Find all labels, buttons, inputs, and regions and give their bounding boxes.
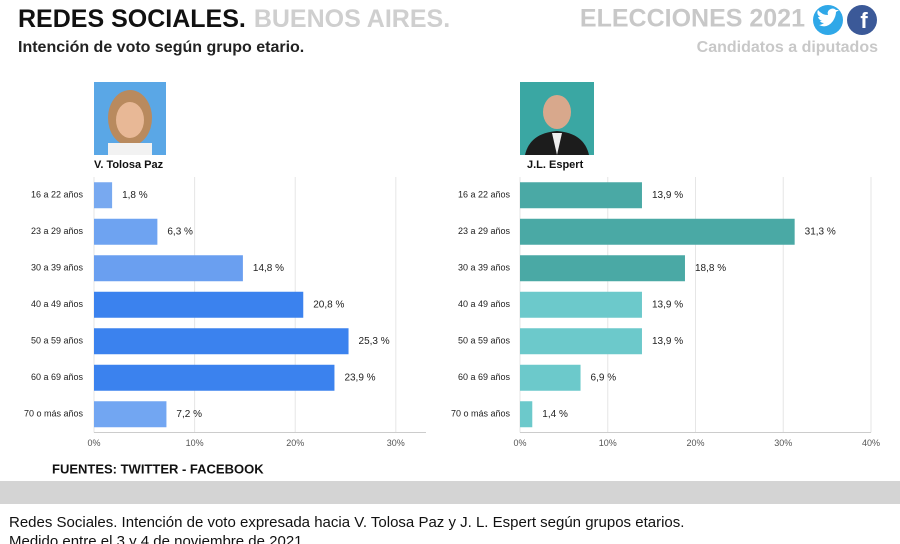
x-tick-label: 0%: [87, 438, 100, 448]
x-tick-label: 10%: [599, 438, 617, 448]
category-label: 70 o más años: [451, 409, 511, 419]
bar: [94, 182, 113, 209]
facebook-icon[interactable]: f: [847, 5, 877, 35]
title: REDES SOCIALES.: [18, 5, 246, 33]
category-label: 16 a 22 años: [31, 190, 84, 200]
bar: [520, 255, 685, 282]
value-label: 20,8 %: [313, 299, 344, 310]
bar: [520, 218, 795, 245]
category-label: 60 a 69 años: [31, 372, 84, 382]
bar: [520, 401, 533, 428]
category-label: 50 a 59 años: [458, 336, 511, 346]
value-label: 13,9 %: [652, 336, 683, 347]
value-label: 25,3 %: [359, 336, 390, 347]
category-label: 50 a 59 años: [31, 336, 84, 346]
candidate-name: V. Tolosa Paz: [94, 159, 164, 171]
caption: Medido entre el 3 y 4 de noviembre de 20…: [9, 533, 307, 544]
bar: [94, 291, 304, 318]
value-label: 13,9 %: [652, 299, 683, 310]
value-label: 18,8 %: [695, 263, 726, 274]
infographic-title: REDES SOCIALES. BUENOS AIRES.: [18, 5, 450, 33]
source: FUENTES: TWITTER - FACEBOOK: [52, 461, 264, 476]
bar: [520, 328, 642, 355]
value-label: 7,2 %: [176, 409, 202, 420]
bar: [520, 182, 642, 209]
value-label: 6,9 %: [591, 372, 617, 383]
svg-text:f: f: [860, 8, 868, 33]
category-label: 40 a 49 años: [458, 299, 511, 309]
value-label: 23,9 %: [344, 372, 375, 383]
bar: [94, 401, 167, 428]
photo: [520, 82, 594, 155]
value-label: 31,3 %: [805, 226, 836, 237]
category-label: 30 a 39 años: [458, 263, 511, 273]
bar: [94, 255, 243, 282]
category-label: 16 a 22 años: [458, 190, 511, 200]
x-tick-label: 20%: [686, 438, 704, 448]
bar: [94, 364, 335, 391]
bar: [94, 218, 158, 245]
photo: [94, 82, 166, 155]
value-label: 1,8 %: [122, 190, 148, 201]
x-tick-label: 40%: [862, 438, 880, 448]
category-label: 70 o más años: [24, 409, 84, 419]
value-label: 1,4 %: [542, 409, 568, 420]
bar: [520, 291, 642, 318]
x-tick-label: 10%: [186, 438, 204, 448]
value-label: 14,8 %: [253, 263, 284, 274]
caption: Redes Sociales. Intención de voto expres…: [9, 514, 684, 531]
x-tick-label: 0%: [513, 438, 526, 448]
x-tick-label: 30%: [774, 438, 792, 448]
candidate-name: J.L. Espert: [527, 159, 584, 171]
note: Candidatos a diputados: [697, 39, 878, 56]
category-label: 40 a 49 años: [31, 299, 84, 309]
value-label: 6,3 %: [167, 226, 193, 237]
twitter-icon[interactable]: [813, 5, 843, 35]
category-label: 23 a 29 años: [458, 226, 511, 236]
subtitle: Intención de voto según grupo etario.: [18, 39, 304, 56]
x-tick-label: 20%: [286, 438, 304, 448]
bar: [520, 364, 581, 391]
region: BUENOS AIRES.: [254, 5, 450, 33]
category-label: 23 a 29 años: [31, 226, 84, 236]
bar: [94, 328, 349, 355]
divider: [0, 481, 900, 504]
x-tick-label: 30%: [387, 438, 405, 448]
election: ELECCIONES 2021: [580, 5, 805, 33]
category-label: 60 a 69 años: [458, 372, 511, 382]
category-label: 30 a 39 años: [31, 263, 84, 273]
value-label: 13,9 %: [652, 190, 683, 201]
